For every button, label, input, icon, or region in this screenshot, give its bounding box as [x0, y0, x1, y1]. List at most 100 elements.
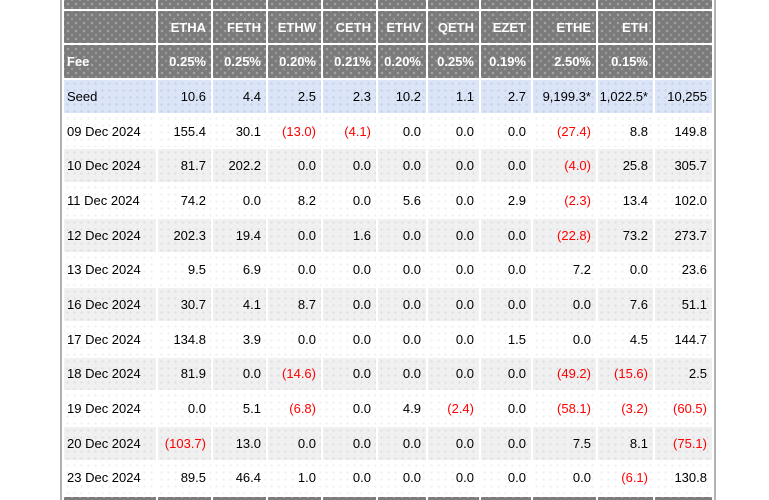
value-cell: 3.9 — [213, 322, 266, 356]
date-cell: 09 Dec 2024 — [64, 114, 156, 148]
value-cell: 74.2 — [158, 184, 211, 217]
fee-empty-cell — [655, 45, 712, 78]
table-row: 09 Dec 2024 155.4 30.1 (13.0) (4.1) 0.0 0.0 0.0… — [64, 114, 712, 148]
value-cell: 5.6 — [378, 184, 426, 217]
value-cell: 0.0 — [323, 253, 376, 287]
value-cell: 10.2 — [378, 80, 426, 113]
fee-cell: 0.21% — [323, 45, 376, 78]
value-cell: 30.1 — [213, 114, 266, 148]
value-cell: 0.0 — [481, 149, 531, 183]
value-cell: 1.6 — [323, 218, 376, 252]
value-cell: 202.2 — [213, 149, 266, 183]
value-cell: 0.0 — [428, 184, 479, 217]
fee-cell: 0.20% — [378, 45, 426, 78]
clipped-footer-cell — [481, 497, 531, 500]
date-cell: 20 Dec 2024 — [64, 426, 156, 460]
clipped-next-row-body — [64, 497, 712, 500]
value-cell: (4.1) — [323, 114, 376, 148]
value-cell: 0.0 — [533, 288, 596, 321]
total-cell: 102.0 — [655, 184, 712, 217]
fee-cell: 0.25% — [158, 45, 211, 78]
value-cell: 0.0 — [481, 288, 531, 321]
ticker-header: FETH — [213, 11, 266, 44]
value-cell: 1.5 — [481, 322, 531, 356]
value-cell: 0.0 — [158, 392, 211, 425]
fee-cell: 0.25% — [428, 45, 479, 78]
value-cell: (13.0) — [268, 114, 321, 148]
value-cell: 2.5 — [268, 80, 321, 113]
ticker-header: ETHV — [378, 11, 426, 44]
fee-cell: 0.25% — [213, 45, 266, 78]
value-cell: 5.1 — [213, 392, 266, 425]
value-cell: 2.9 — [481, 184, 531, 217]
value-cell: 81.9 — [158, 357, 211, 391]
ticker-header-row: ETHA FETH ETHW CETH ETHV QETH EZET ETHE ETH — [64, 11, 712, 44]
clipped-footer-cell — [64, 497, 156, 500]
clipped-header-cell — [64, 0, 156, 9]
total-header-cell — [655, 11, 712, 44]
value-cell: 0.0 — [323, 392, 376, 425]
value-cell: 8.1 — [598, 426, 653, 460]
value-cell: (58.1) — [533, 392, 596, 425]
clipped-footer-cell — [158, 497, 211, 500]
value-cell: 30.7 — [158, 288, 211, 321]
value-cell: 0.0 — [428, 357, 479, 391]
value-cell: (2.3) — [533, 184, 596, 217]
table-row: 23 Dec 2024 89.5 46.4 1.0 0.0 0.0 0.0 0.0 0.0 (6.… — [64, 461, 712, 495]
clipped-prev-row — [64, 0, 712, 9]
clipped-header-cell — [598, 0, 653, 9]
value-cell: 0.0 — [428, 114, 479, 148]
total-cell: 51.1 — [655, 288, 712, 321]
value-cell: 0.0 — [213, 357, 266, 391]
value-cell: (2.4) — [428, 392, 479, 425]
table-row: 20 Dec 2024 (103.7) 13.0 0.0 0.0 0.0 0.0 0.0 7.5… — [64, 426, 712, 460]
value-cell: 0.0 — [428, 218, 479, 252]
value-cell: 8.7 — [268, 288, 321, 321]
value-cell: 4.5 — [598, 322, 653, 356]
fee-row: Fee 0.25% 0.25% 0.20% 0.21% 0.20% 0.25% 0.19% 2.… — [64, 45, 712, 78]
value-cell: 0.0 — [428, 426, 479, 460]
value-cell: 0.0 — [378, 149, 426, 183]
clipped-header-cell — [213, 0, 266, 9]
value-cell: (22.8) — [533, 218, 596, 252]
value-cell: 0.0 — [481, 253, 531, 287]
value-cell: 0.0 — [481, 114, 531, 148]
value-cell: 4.1 — [213, 288, 266, 321]
table-row: 12 Dec 2024 202.3 19.4 0.0 1.6 0.0 0.0 0.0 (22.8… — [64, 218, 712, 252]
value-cell: 0.0 — [428, 149, 479, 183]
date-cell: 10 Dec 2024 — [64, 149, 156, 183]
value-cell: 0.0 — [598, 253, 653, 287]
ticker-header: ETHW — [268, 11, 321, 44]
value-cell: 19.4 — [213, 218, 266, 252]
value-cell: 1,022.5* — [598, 80, 653, 113]
value-cell: 10.6 — [158, 80, 211, 113]
value-cell: 0.0 — [323, 149, 376, 183]
value-cell: 8.8 — [598, 114, 653, 148]
value-cell: 0.0 — [481, 392, 531, 425]
etf-flows-table: ETHA FETH ETHW CETH ETHV QETH EZET ETHE ETH Fee 0.… — [62, 0, 714, 497]
value-cell: (27.4) — [533, 114, 596, 148]
value-cell: 7.2 — [533, 253, 596, 287]
value-cell: 0.0 — [378, 288, 426, 321]
value-cell: 0.0 — [428, 461, 479, 495]
value-cell: 0.0 — [481, 426, 531, 460]
date-cell: 16 Dec 2024 — [64, 288, 156, 321]
value-cell: 0.0 — [428, 253, 479, 287]
value-cell: 0.0 — [533, 322, 596, 356]
total-cell: (60.5) — [655, 392, 712, 425]
value-cell: (103.7) — [158, 426, 211, 460]
value-cell: 202.3 — [158, 218, 211, 252]
clipped-header-cell — [378, 0, 426, 9]
value-cell: 0.0 — [268, 322, 321, 356]
total-cell: 305.7 — [655, 149, 712, 183]
value-cell: 0.0 — [378, 357, 426, 391]
value-cell: 2.3 — [323, 80, 376, 113]
date-cell: 13 Dec 2024 — [64, 253, 156, 287]
value-cell: 0.0 — [378, 253, 426, 287]
total-cell: 2.5 — [655, 357, 712, 391]
date-cell: 23 Dec 2024 — [64, 461, 156, 495]
ticker-header: QETH — [428, 11, 479, 44]
clipped-footer-cell — [598, 497, 653, 500]
value-cell: 0.0 — [323, 288, 376, 321]
